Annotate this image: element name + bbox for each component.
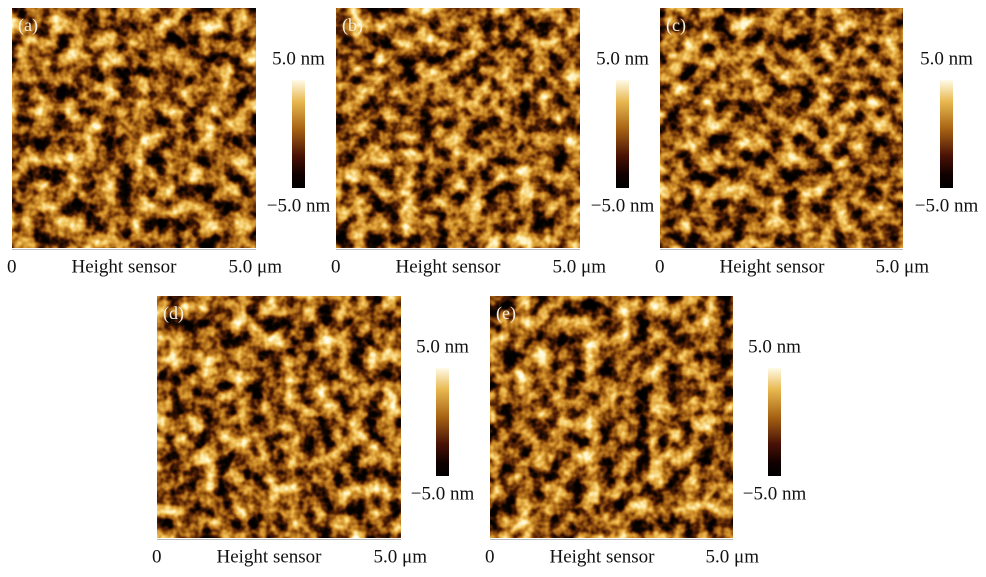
x-end: 5.0 μm bbox=[553, 256, 607, 277]
x-start: 0 bbox=[331, 256, 341, 277]
scale-min: −5.0 nm bbox=[591, 195, 655, 216]
scale-max: 5.0 nm bbox=[920, 48, 973, 69]
afm-panel: (a) 5.0 nm −5.0 nm 0 Height sensor 5.0 μm bbox=[7, 8, 330, 277]
x-end: 5.0 μm bbox=[876, 256, 930, 277]
color-bar bbox=[292, 80, 305, 188]
x-end: 5.0 μm bbox=[374, 546, 428, 567]
x-axis-label: Height sensor bbox=[549, 546, 655, 567]
color-bar bbox=[436, 368, 449, 476]
scale-min: −5.0 nm bbox=[915, 195, 979, 216]
x-start: 0 bbox=[152, 546, 162, 567]
afm-panel: (b) 5.0 nm −5.0 nm 0 Height sensor 5.0 μm bbox=[331, 8, 654, 277]
color-bar bbox=[768, 368, 781, 476]
panel-label: (c) bbox=[666, 15, 686, 36]
height-image bbox=[336, 8, 580, 248]
scale-max: 5.0 nm bbox=[596, 48, 649, 69]
afm-panel: (c) 5.0 nm −5.0 nm 0 Height sensor 5.0 μm bbox=[655, 8, 978, 277]
height-image bbox=[660, 8, 903, 248]
panel-label: (b) bbox=[342, 15, 363, 36]
scale-min: −5.0 nm bbox=[411, 483, 475, 504]
panel-label: (a) bbox=[18, 15, 38, 36]
height-image bbox=[157, 296, 401, 538]
panel-label: (e) bbox=[496, 303, 516, 324]
height-image bbox=[12, 8, 256, 248]
scale-max: 5.0 nm bbox=[748, 336, 801, 357]
afm-panel: (d) 5.0 nm −5.0 nm 0 Height sensor 5.0 μm bbox=[152, 296, 474, 567]
panel-label: (d) bbox=[163, 303, 184, 324]
x-start: 0 bbox=[7, 256, 17, 277]
x-start: 0 bbox=[485, 546, 495, 567]
afm-panel: (e) 5.0 nm −5.0 nm 0 Height sensor 5.0 μm bbox=[485, 296, 806, 567]
scale-max: 5.0 nm bbox=[416, 336, 469, 357]
color-bar bbox=[940, 80, 953, 188]
scale-max: 5.0 nm bbox=[272, 48, 325, 69]
x-start: 0 bbox=[655, 256, 665, 277]
color-bar bbox=[616, 80, 629, 188]
x-axis-label: Height sensor bbox=[395, 256, 501, 277]
scale-min: −5.0 nm bbox=[743, 483, 807, 504]
x-axis-label: Height sensor bbox=[719, 256, 825, 277]
x-axis-label: Height sensor bbox=[216, 546, 322, 567]
x-end: 5.0 μm bbox=[706, 546, 760, 567]
x-end: 5.0 μm bbox=[229, 256, 283, 277]
height-image bbox=[490, 296, 733, 538]
x-axis-label: Height sensor bbox=[71, 256, 177, 277]
scale-min: −5.0 nm bbox=[267, 195, 331, 216]
